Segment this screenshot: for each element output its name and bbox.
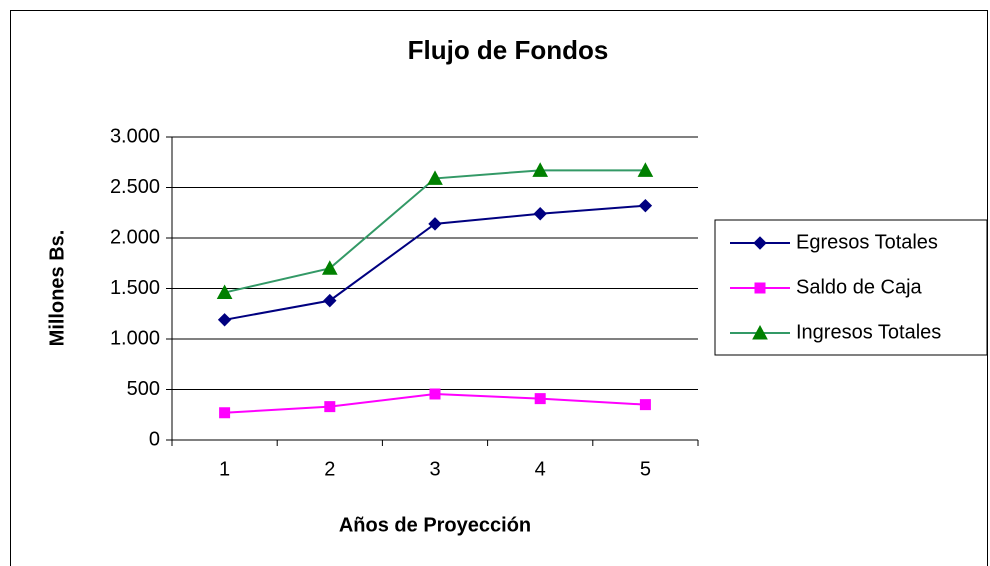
marker bbox=[428, 217, 442, 231]
marker bbox=[637, 162, 654, 177]
x-axis-title: Años de Proyección bbox=[339, 514, 531, 536]
marker bbox=[429, 388, 441, 400]
y-tick-label: 2.500 bbox=[110, 176, 160, 198]
legend-marker bbox=[753, 236, 767, 250]
y-tick-label: 1.500 bbox=[110, 277, 160, 299]
legend-marker bbox=[754, 282, 766, 294]
marker bbox=[323, 293, 337, 308]
marker bbox=[321, 260, 338, 275]
legend-label: Egresos Totales bbox=[796, 231, 938, 253]
legend-marker bbox=[752, 324, 768, 340]
marker bbox=[639, 399, 651, 411]
marker bbox=[217, 313, 232, 327]
legend-label: Saldo de Caja bbox=[796, 276, 923, 298]
marker bbox=[533, 207, 547, 221]
y-tick-label: 2.000 bbox=[110, 226, 160, 248]
x-tick-label: 1 bbox=[219, 458, 230, 480]
marker bbox=[532, 162, 549, 177]
x-tick-label: 3 bbox=[429, 458, 440, 480]
x-tick-label: 5 bbox=[640, 458, 651, 480]
y-axis-title: Millones Bs. bbox=[46, 230, 68, 347]
x-tick-label: 2 bbox=[324, 458, 335, 480]
y-tick-label: 500 bbox=[127, 378, 160, 400]
marker bbox=[638, 198, 653, 213]
marker bbox=[427, 170, 443, 185]
y-tick-label: 3.000 bbox=[110, 125, 160, 147]
marker bbox=[216, 284, 233, 300]
marker bbox=[219, 407, 231, 419]
x-tick-label: 4 bbox=[535, 458, 546, 480]
y-tick-label: 0 bbox=[149, 428, 160, 450]
legend-label: Ingresos Totales bbox=[796, 321, 941, 343]
y-tick-label: 1.000 bbox=[110, 327, 160, 349]
chart-title: Flujo de Fondos bbox=[408, 35, 609, 65]
marker bbox=[534, 393, 546, 405]
marker bbox=[324, 401, 336, 413]
